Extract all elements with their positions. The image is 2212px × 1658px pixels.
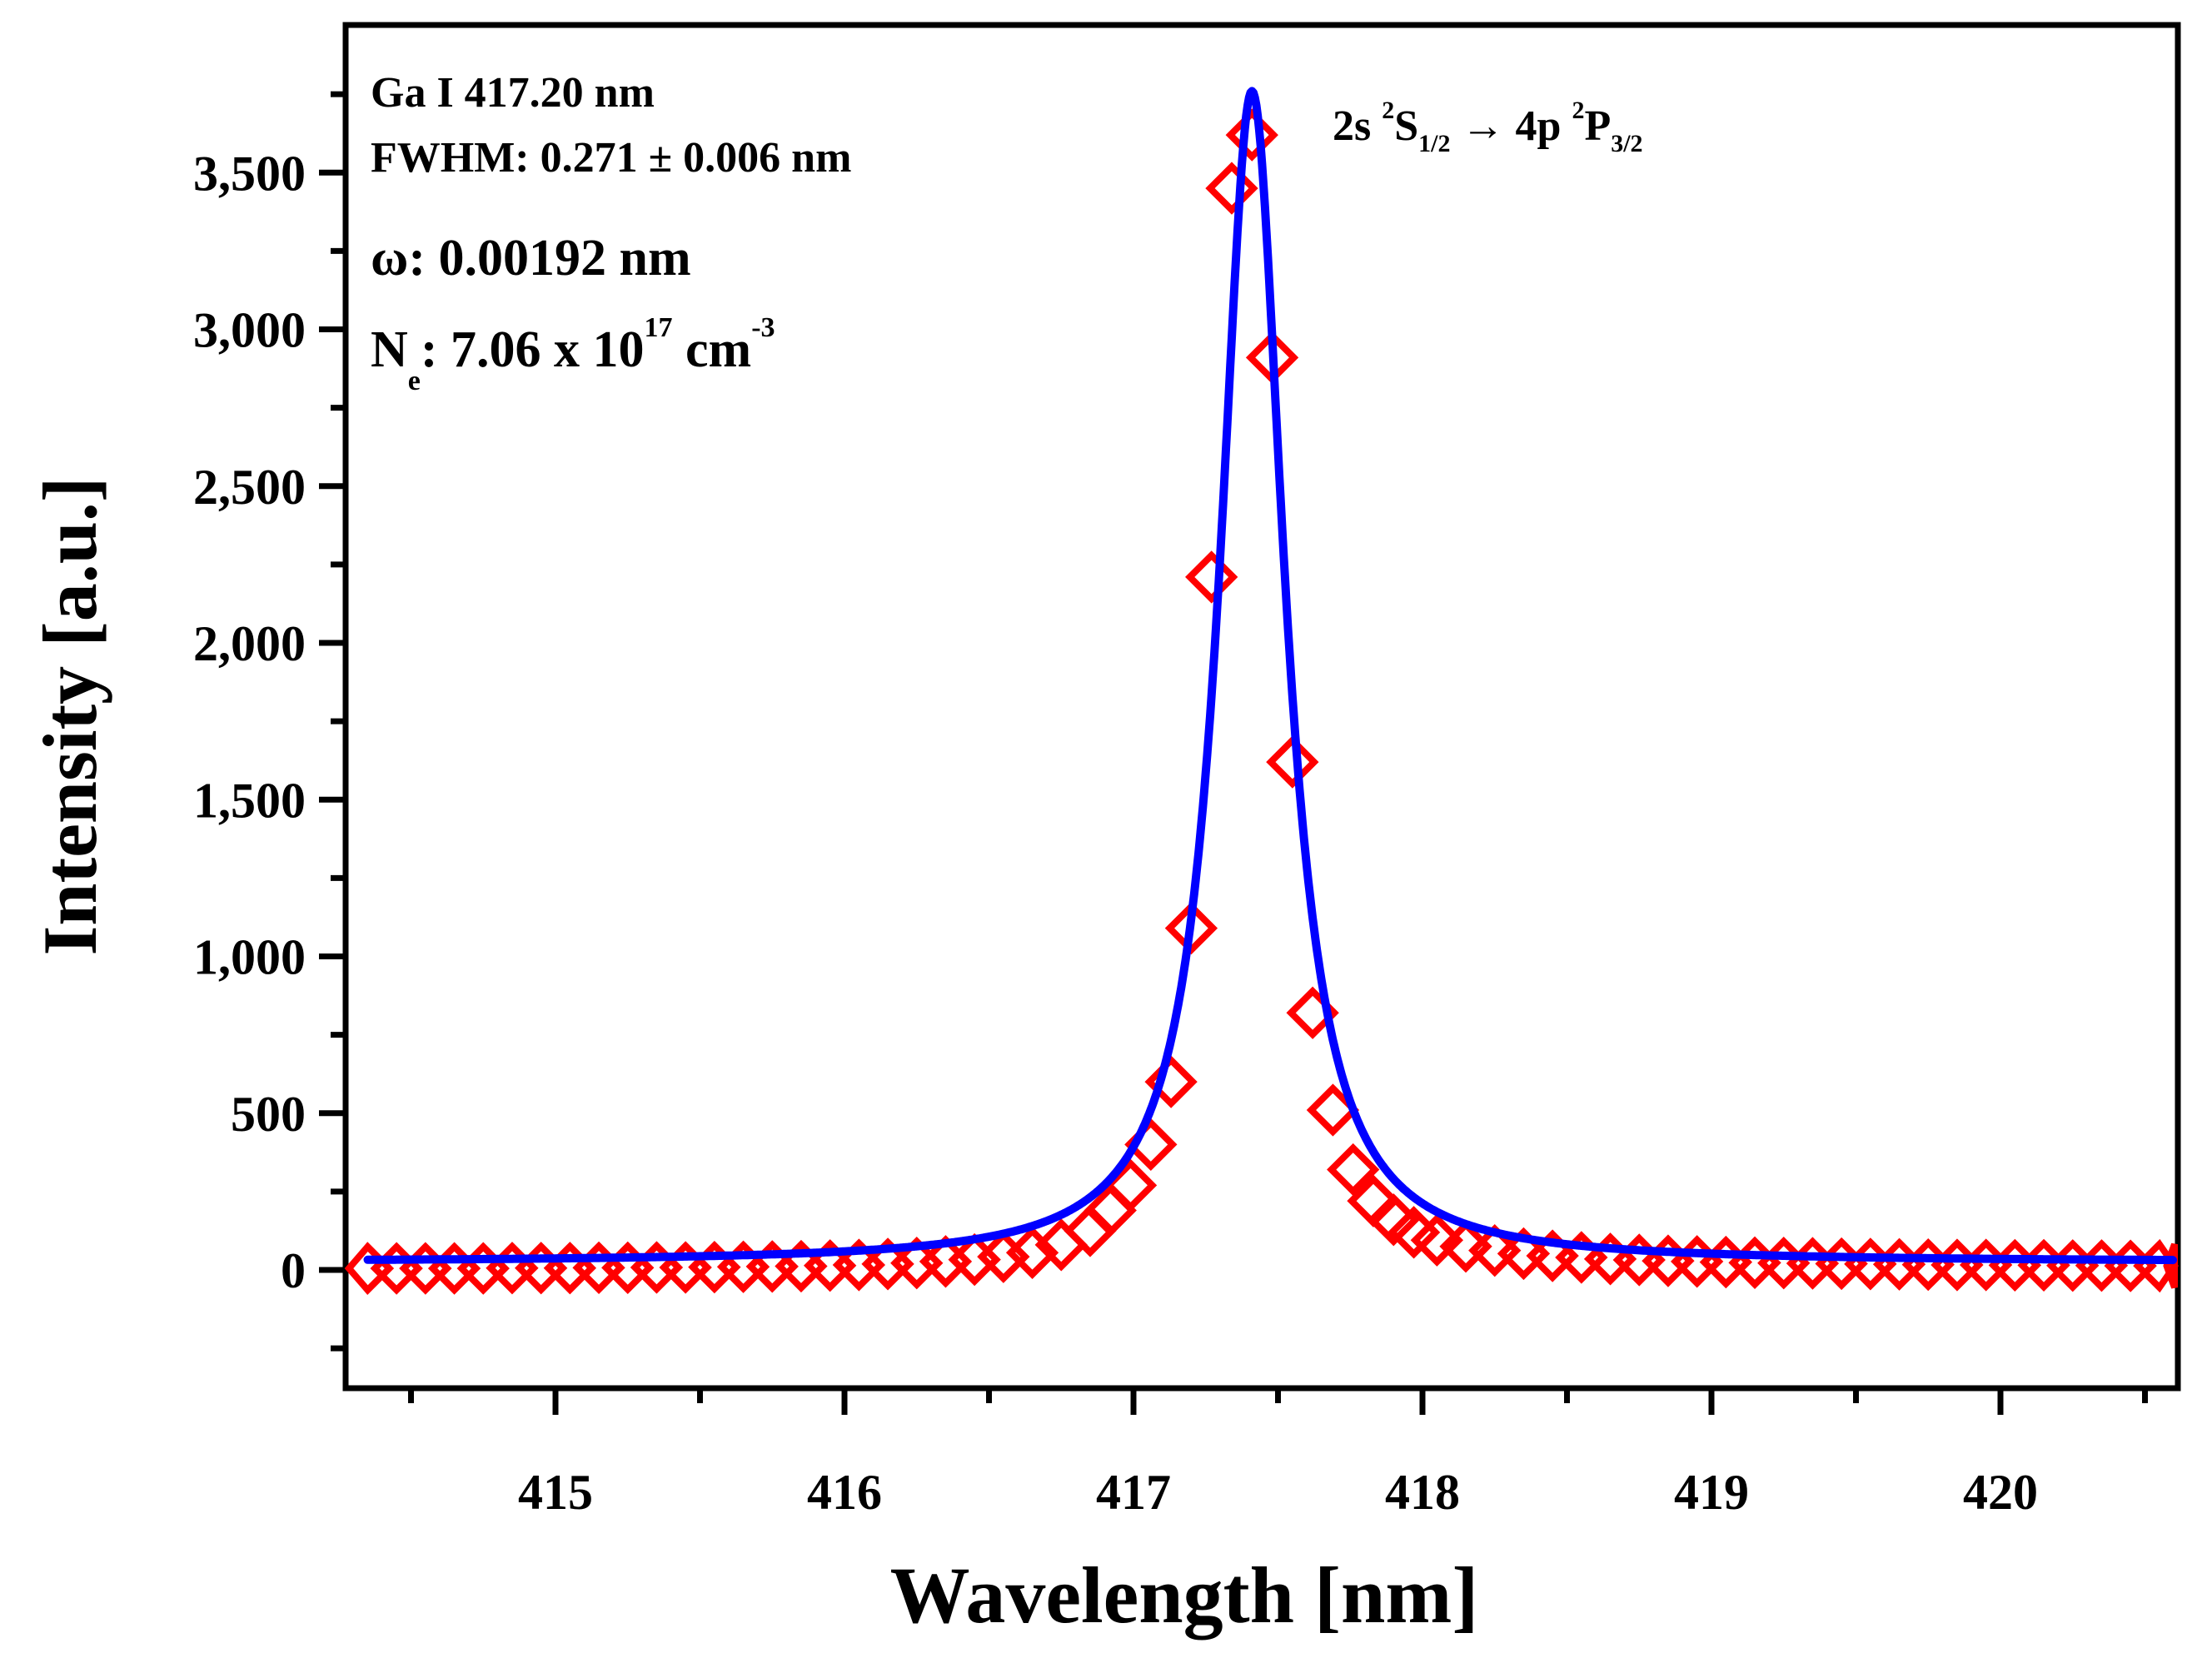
- y-tick-label: 1,500: [193, 773, 306, 828]
- y-tick-label: 3,500: [193, 146, 306, 201]
- data-point: [486, 1242, 539, 1295]
- y-axis-title: Intensity [a.u.]: [27, 476, 112, 955]
- data-point: [514, 1242, 568, 1295]
- ne-value: : 7.06 x 10: [421, 321, 645, 378]
- data-point: [427, 1242, 481, 1295]
- data-point: [1988, 1238, 2042, 1292]
- x-tick-label: 415: [518, 1465, 593, 1520]
- transition-lower-config: 2s: [1333, 102, 1382, 150]
- data-point: [456, 1242, 510, 1295]
- y-tick-label: 1,000: [193, 930, 306, 985]
- data-point: [1005, 1226, 1059, 1279]
- data-point: [1844, 1237, 1897, 1291]
- transition-sup-1: 2: [1382, 97, 1394, 124]
- data-point: [1699, 1235, 1753, 1289]
- ne-subscript: e: [408, 366, 421, 396]
- data-point: [1164, 901, 1218, 955]
- x-tick-label: 419: [1674, 1465, 1749, 1520]
- transition-term-p: P: [1584, 102, 1611, 150]
- ne-unit: cm: [673, 321, 752, 378]
- data-point: [1757, 1237, 1811, 1290]
- data-point: [1185, 550, 1238, 604]
- x-tick-label: 416: [807, 1465, 882, 1520]
- y-tick-label: 500: [231, 1087, 306, 1142]
- data-point: [344, 1242, 395, 1295]
- data-point: [2104, 1239, 2157, 1292]
- fit-curve: [363, 87, 2177, 1265]
- fit-layer: [363, 87, 2177, 1265]
- data-point: [1612, 1233, 1666, 1287]
- data-point: [1670, 1235, 1724, 1288]
- transition-sub-1: 1/2: [1418, 130, 1450, 157]
- data-point: [1642, 1234, 1695, 1287]
- transition-term-s: S: [1394, 102, 1418, 150]
- x-axis-title: Wavelength [nm]: [890, 1551, 1479, 1640]
- ne-unit-exponent: -3: [751, 312, 775, 343]
- x-tick-label: 417: [1096, 1465, 1171, 1520]
- data-point: [1205, 162, 1258, 215]
- omega-label: ω: 0.00192 nm: [371, 230, 691, 286]
- line-id-label: Ga I 417.20 nm: [371, 69, 655, 117]
- data-point: [370, 1242, 423, 1295]
- y-axis-ticks: 0 500 1,000 1,500 2,000 2,500 3,000 3,500: [193, 91, 346, 1352]
- transition-label: 2s 2S1/2 → 4p 2P3/2: [1333, 97, 1643, 157]
- data-markers: [344, 108, 2179, 1295]
- y-tick-label: 3,000: [193, 303, 306, 358]
- data-point: [2075, 1239, 2129, 1292]
- ne-exponent: 17: [645, 312, 673, 343]
- transition-arrow: → 4p: [1451, 102, 1572, 150]
- ne-symbol: N: [371, 321, 408, 378]
- data-point: [1931, 1238, 1984, 1292]
- transition-sup-2: 2: [1572, 97, 1584, 124]
- data-point: [399, 1242, 452, 1295]
- data-point: [1786, 1237, 1840, 1290]
- data-point: [1959, 1238, 2013, 1292]
- data-point: [572, 1241, 625, 1295]
- x-tick-label: 420: [1963, 1465, 2038, 1520]
- data-point: [1728, 1236, 1781, 1289]
- data-point: [601, 1241, 655, 1295]
- data-point: [1410, 1213, 1464, 1267]
- data-point: [1872, 1237, 1926, 1291]
- fwhm-label: FWHM: 0.271 ± 0.006 nm: [371, 134, 851, 182]
- plot-frame: [342, 22, 2181, 1392]
- data-point: [543, 1242, 597, 1295]
- data-point: [1144, 1055, 1198, 1108]
- y-tick-label: 2,000: [193, 616, 306, 671]
- x-axis-ticks: 415 416 417 418 419 420: [408, 1388, 2148, 1520]
- x-tick-label: 418: [1385, 1465, 1460, 1520]
- data-point: [630, 1241, 684, 1294]
- data-point: [1225, 108, 1278, 162]
- transition-sub-2: 3/2: [1611, 130, 1642, 157]
- data-point: [2017, 1238, 2070, 1292]
- data-point: [2046, 1239, 2100, 1292]
- y-tick-label: 0: [281, 1243, 306, 1298]
- data-point: [1815, 1237, 1868, 1291]
- data-point: [1901, 1237, 1955, 1292]
- electron-density-label: Ne: 7.06 x 1017 cm-3: [371, 312, 775, 396]
- data-point: [1327, 1143, 1380, 1197]
- y-tick-label: 2,500: [193, 460, 306, 515]
- data-point: [1266, 735, 1319, 789]
